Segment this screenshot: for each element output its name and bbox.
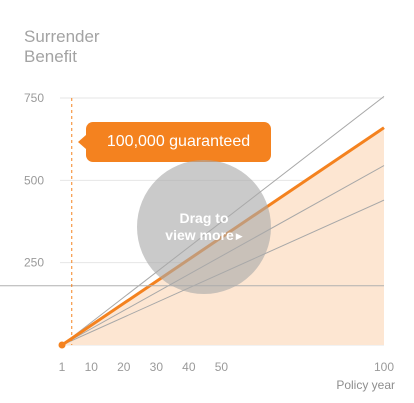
y-tick-label-500: 500 <box>24 173 44 187</box>
x-tick-label-50: 50 <box>215 360 229 374</box>
x-axis-label: Policy year <box>336 378 395 392</box>
play-triangle-icon: ▶ <box>235 230 243 241</box>
origin-dot <box>58 341 66 349</box>
drag-hint-line1: Drag to <box>179 209 229 226</box>
guaranteed-callout: 100,000 guaranteed <box>78 122 271 162</box>
chart-title-line2: Benefit <box>24 47 77 66</box>
label-layer: 250 500 750 1 10 20 30 40 50 100 <box>24 91 394 374</box>
y-tick-label-250: 250 <box>24 256 44 270</box>
chart-title-line1: Surrender <box>24 27 100 46</box>
x-tick-label-10: 10 <box>85 360 99 374</box>
chart-title: Surrender Benefit <box>24 27 100 67</box>
x-tick-label-20: 20 <box>117 360 131 374</box>
x-tick-label-100: 100 <box>374 360 394 374</box>
drag-hint-text: view more <box>165 226 234 243</box>
drag-hint-line2: view more ▶ <box>165 227 242 245</box>
x-tick-label-40: 40 <box>182 360 196 374</box>
y-tick-label-750: 750 <box>24 91 44 105</box>
x-tick-label-1: 1 <box>59 360 66 374</box>
drag-to-view-more-button[interactable]: Drag to view more ▶ <box>137 160 271 294</box>
x-tick-label-30: 30 <box>150 360 164 374</box>
